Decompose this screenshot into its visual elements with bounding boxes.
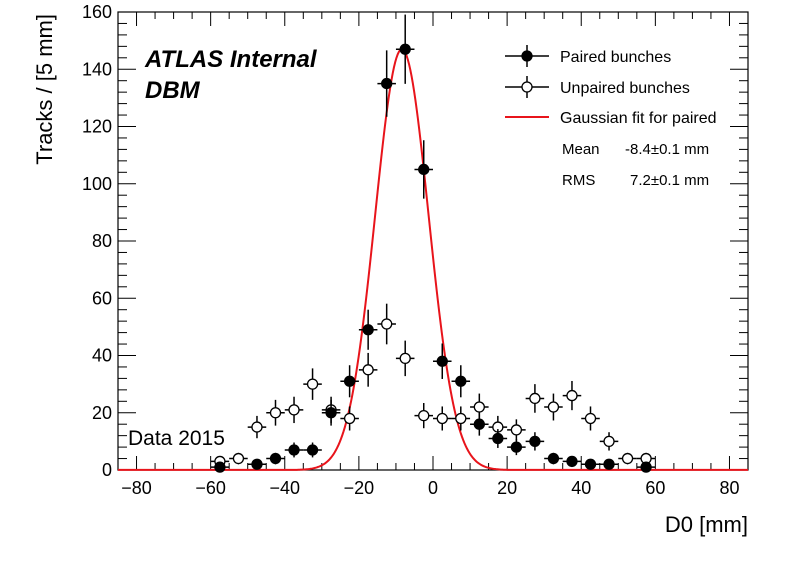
unpaired-point	[603, 435, 615, 448]
legend-marker-dot	[521, 50, 533, 62]
paired-point	[362, 324, 374, 336]
unpaired-point	[510, 424, 523, 436]
unpaired-point	[455, 412, 467, 425]
x-tick-label: −80	[121, 478, 152, 498]
stat-mean-label: Mean	[562, 141, 600, 158]
stat-mean-value: -8.4±0.1 mm	[625, 141, 709, 158]
stat-rms-value: 7.2±0.1 mm	[630, 172, 709, 189]
y-tick-label: 140	[82, 59, 112, 79]
unpaired-point	[473, 401, 485, 413]
paired-point	[436, 355, 448, 367]
paired-point	[566, 455, 578, 468]
y-tick-label: 120	[82, 117, 112, 137]
unpaired-point	[418, 409, 430, 422]
unpaired-point	[547, 401, 560, 413]
x-tick-label: 80	[719, 478, 739, 498]
y-tick-label: 40	[92, 346, 112, 366]
x-tick-label: −40	[269, 478, 300, 498]
paired-point	[418, 163, 430, 176]
unpaired-point	[399, 352, 411, 365]
y-tick-label: 100	[82, 174, 112, 194]
unpaired-point	[436, 412, 448, 425]
paired-point	[269, 452, 282, 465]
y-tick-label: 20	[92, 403, 112, 423]
legend-marker-dot	[521, 81, 533, 93]
y-tick-label: 60	[92, 288, 112, 308]
unpaired-point	[232, 452, 245, 465]
y-tick-label: 80	[92, 231, 112, 251]
paired-point	[547, 452, 560, 465]
x-axis-title: D0 [mm]	[665, 512, 748, 537]
paired-point	[251, 458, 263, 470]
unpaired-point	[362, 364, 374, 376]
x-tick-label: −20	[344, 478, 375, 498]
unpaired-point	[529, 392, 541, 405]
paired-point	[455, 375, 467, 387]
x-tick-label: 20	[497, 478, 517, 498]
paired-point	[473, 418, 485, 430]
y-axis-title: Tracks / [5 mm]	[32, 14, 57, 165]
x-tick-label: 0	[428, 478, 438, 498]
unpaired-point	[381, 318, 393, 330]
legend-unpaired-marker	[505, 76, 549, 98]
y-tick-label: 160	[82, 2, 112, 22]
legend-fit-label: Gaussian fit for paired	[560, 110, 717, 127]
x-tick-label: 60	[645, 478, 665, 498]
paired-point	[381, 77, 393, 90]
detector-label: DBM	[145, 77, 201, 104]
paired-point	[306, 444, 319, 456]
paired-point	[343, 375, 356, 387]
paired-point	[214, 461, 226, 473]
experiment-label: ATLAS Internal	[144, 46, 318, 73]
unpaired-point	[288, 404, 300, 416]
stat-rms-label: RMS	[562, 172, 595, 189]
paired-point	[510, 441, 523, 453]
legend-paired-label: Paired bunches	[560, 49, 671, 66]
y-tick-label: 0	[102, 460, 112, 480]
paired-point	[603, 458, 615, 470]
dataset-label: Data 2015	[128, 427, 225, 450]
x-tick-label: 40	[571, 478, 591, 498]
paired-point	[288, 444, 300, 456]
paired-point	[529, 435, 541, 448]
unpaired-point	[343, 412, 356, 425]
paired-point	[492, 432, 504, 445]
unpaired-point	[566, 389, 578, 402]
unpaired-point	[269, 407, 282, 419]
unpaired-point	[621, 452, 634, 465]
legend-unpaired-label: Unpaired bunches	[560, 80, 690, 97]
unpaired-point	[251, 421, 263, 433]
paired-point	[640, 461, 652, 473]
unpaired-point	[584, 412, 597, 425]
paired-point	[584, 458, 597, 470]
x-tick-label: −60	[195, 478, 226, 498]
legend-paired-marker	[505, 45, 549, 67]
paired-point	[325, 407, 337, 419]
paired-point	[399, 43, 411, 55]
legend: Paired bunches Unpaired bunches Gaussian…	[505, 45, 717, 189]
unpaired-point	[306, 378, 319, 390]
